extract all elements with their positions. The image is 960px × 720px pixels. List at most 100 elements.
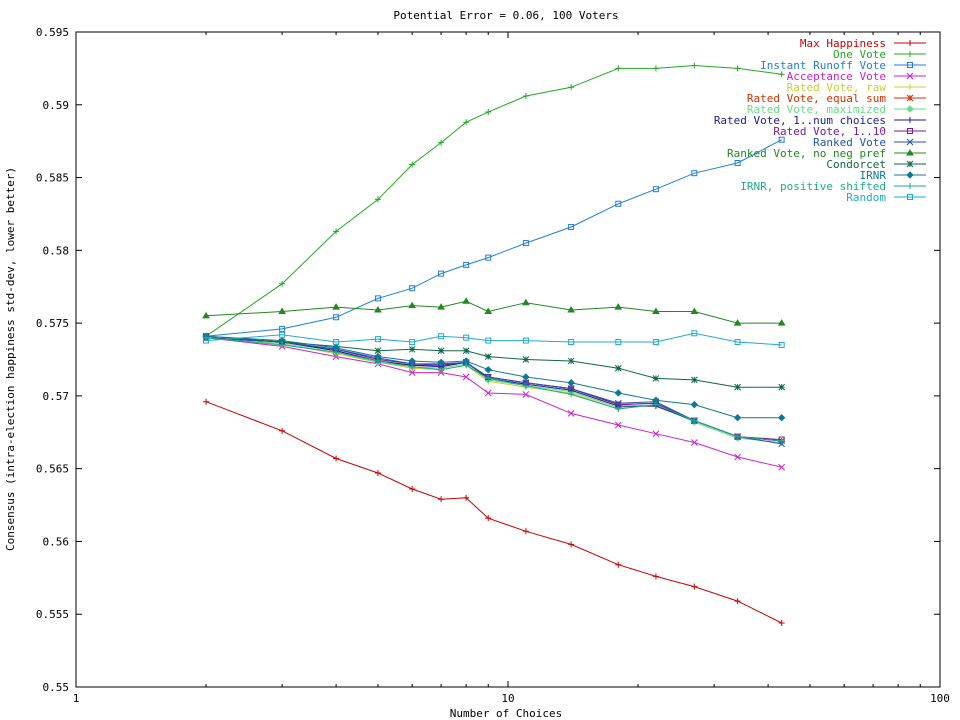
data-point: [567, 385, 575, 392]
data-point: [778, 619, 785, 626]
series-group: [203, 334, 785, 445]
series-group: [202, 334, 786, 471]
series-group: [202, 333, 786, 447]
legend-label: Rated Vote, maximized: [747, 103, 886, 116]
legend-marker: [907, 117, 913, 123]
legend-marker: [907, 40, 913, 46]
data-point: [777, 414, 786, 422]
data-point: [203, 337, 210, 344]
data-point: [463, 119, 470, 126]
data-point: [279, 280, 286, 287]
series-line: [205, 64, 782, 337]
data-point: [568, 339, 575, 346]
data-point: [462, 373, 470, 381]
data-point: [409, 486, 416, 493]
legend-label: Rated Vote, 1..10: [773, 125, 886, 138]
legend-label: Random: [846, 191, 886, 204]
y-axis-label: Consensus (intra-election happiness std-…: [4, 167, 17, 551]
series-group: [202, 334, 786, 445]
data-point: [438, 270, 445, 277]
legend-marker: [906, 138, 914, 146]
data-point: [690, 307, 699, 314]
legend-label: One Vote: [833, 48, 886, 61]
data-point: [484, 389, 492, 397]
data-point: [522, 382, 529, 389]
x-tick-label: 10: [501, 692, 514, 705]
legend-label: Condorcet: [826, 158, 886, 171]
series-group: [203, 330, 785, 348]
data-point: [438, 333, 445, 340]
data-point: [485, 515, 492, 522]
data-point: [374, 470, 381, 477]
legend-marker: [906, 94, 914, 102]
series-line: [205, 337, 782, 445]
data-point: [409, 285, 416, 292]
data-point: [463, 261, 470, 268]
data-point: [734, 65, 741, 72]
series-group: [203, 334, 785, 443]
legend-marker: [906, 149, 914, 156]
data-point: [333, 349, 340, 356]
data-point: [409, 161, 416, 168]
legend-marker: [907, 194, 913, 200]
y-tick-label: 0.55: [43, 681, 70, 694]
legend-label: Acceptance Vote: [787, 70, 886, 83]
data-point: [485, 109, 492, 116]
data-point: [778, 438, 785, 445]
data-point: [333, 314, 340, 321]
data-point: [408, 345, 416, 353]
data-point: [568, 541, 575, 548]
data-point: [691, 170, 698, 177]
legend-marker: [906, 171, 914, 179]
data-point: [567, 410, 575, 417]
data-point: [690, 376, 698, 384]
data-point: [279, 427, 286, 434]
data-point: [652, 573, 659, 580]
data-point: [615, 339, 622, 346]
legend-label: Max Happiness: [800, 37, 886, 50]
legend-label: Rated Vote, equal sum: [747, 92, 886, 105]
series-layer: [202, 62, 786, 626]
series-group: [203, 398, 785, 626]
series-group: [203, 334, 785, 445]
data-point: [691, 62, 698, 69]
data-point: [522, 373, 530, 381]
series-group: [203, 334, 785, 445]
data-point: [408, 301, 417, 309]
series-line: [205, 401, 782, 624]
series-line: [205, 337, 782, 442]
data-point: [333, 455, 340, 462]
data-point: [734, 453, 741, 461]
series-group: [203, 62, 785, 340]
data-point: [614, 399, 622, 407]
data-point: [733, 319, 742, 326]
data-point: [202, 311, 210, 319]
y-tick-label: 0.575: [36, 317, 69, 330]
y-tick-label: 0.595: [36, 26, 69, 39]
data-point: [734, 339, 741, 346]
data-point: [484, 353, 492, 360]
data-point: [437, 358, 445, 367]
data-point: [778, 341, 785, 348]
data-point: [522, 337, 529, 344]
series-line: [205, 337, 782, 442]
data-point: [438, 496, 445, 503]
data-point: [522, 240, 529, 247]
series-line: [205, 337, 782, 443]
data-point: [485, 337, 492, 344]
y-tick-label: 0.585: [36, 172, 69, 185]
data-point: [462, 297, 471, 304]
data-point: [614, 364, 622, 372]
legend-marker: [907, 128, 913, 134]
data-point: [777, 319, 786, 326]
data-point: [691, 583, 698, 590]
data-point: [652, 401, 659, 408]
data-point: [332, 303, 340, 310]
data-point: [522, 356, 530, 363]
data-point: [374, 357, 381, 364]
data-point: [333, 228, 340, 235]
series-group: [202, 297, 786, 326]
data-point: [734, 433, 741, 440]
